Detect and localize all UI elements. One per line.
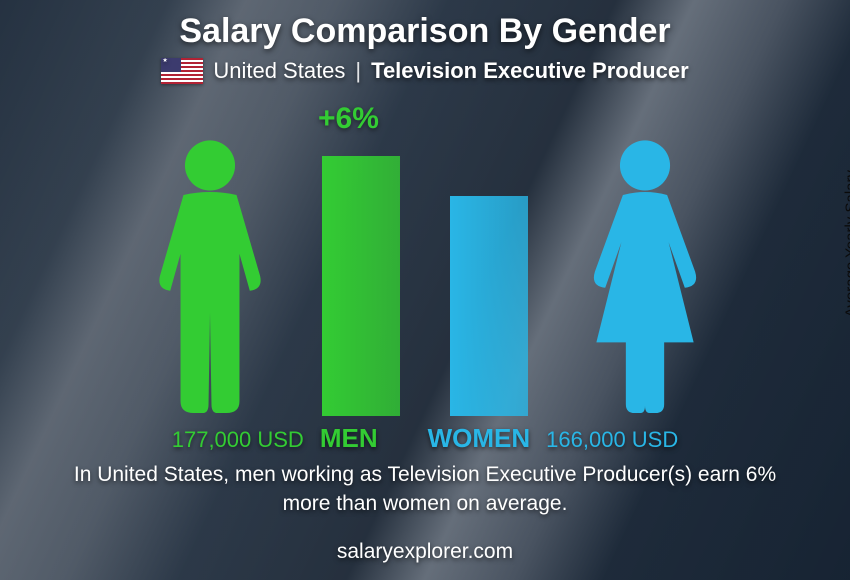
women-gender-label: WOMEN xyxy=(428,423,531,454)
description-text: In United States, men working as Televis… xyxy=(0,461,850,518)
men-bar xyxy=(322,156,400,416)
men-gender-label: MEN xyxy=(320,423,378,454)
footer-source: salaryexplorer.com xyxy=(0,540,850,564)
delta-label: +6% xyxy=(318,102,379,136)
infographic-stage: Salary Comparison By Gender United State… xyxy=(0,0,850,580)
subtitle-row: United States | Television Executive Pro… xyxy=(0,58,850,84)
labels-row: 177,000 USD MEN WOMEN 166,000 USD xyxy=(60,423,790,454)
women-bar xyxy=(450,196,528,416)
women-salary-label: 166,000 USD xyxy=(546,427,678,453)
female-figure-icon xyxy=(570,136,720,416)
y-axis-label: Average Yearly Salary xyxy=(842,170,850,317)
job-title-label: Television Executive Producer xyxy=(371,58,689,84)
main-title: Salary Comparison By Gender xyxy=(0,12,850,51)
separator: | xyxy=(355,58,361,84)
men-salary-label: 177,000 USD xyxy=(172,427,304,453)
us-flag-icon xyxy=(161,58,203,84)
country-label: United States xyxy=(213,58,345,84)
male-figure-icon xyxy=(135,136,285,416)
chart-area: +6% 177,000 USD MEN xyxy=(60,100,790,460)
